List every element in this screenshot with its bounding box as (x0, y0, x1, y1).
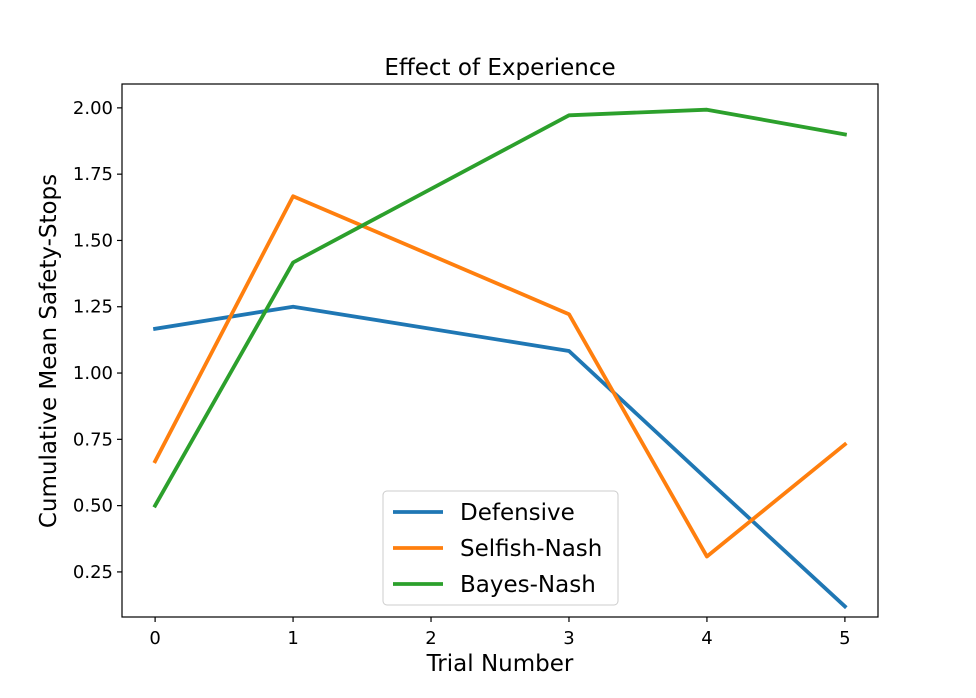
series-line-selfish-nash (152, 194, 848, 559)
y-tick-label: 1.00 (73, 363, 113, 384)
y-tick-label: 2.00 (73, 98, 113, 119)
x-axis-label: Trial Number (426, 651, 574, 677)
series-line-bayes-nash (152, 107, 848, 509)
plot-area-frame (121, 83, 879, 618)
y-tick-label: 0.50 (73, 496, 113, 517)
x-axis-ticks: 0 1 2 3 4 5 (149, 617, 851, 649)
x-tick-label: 0 (149, 628, 160, 649)
legend-label: Bayes-Nash (460, 572, 596, 598)
y-tick-label: 0.25 (73, 562, 113, 583)
y-axis-ticks: 0.25 0.50 0.75 1.00 1.25 1.50 1.75 2.00 (73, 98, 122, 583)
y-tick-label: 1.50 (73, 230, 113, 251)
legend-box (382, 490, 619, 606)
y-tick-label: 0.75 (73, 429, 113, 450)
x-tick-label: 3 (563, 628, 574, 649)
series-lines (152, 107, 848, 610)
y-tick-label: 1.25 (73, 297, 113, 318)
x-tick-label: 2 (425, 628, 436, 649)
y-tick-label: 1.75 (73, 164, 113, 185)
legend-label: Defensive (460, 500, 575, 526)
legend: Defensive Selfish-Nash Bayes-Nash (382, 490, 619, 606)
y-axis-label: Cumulative Mean Safety-Stops (36, 174, 62, 528)
x-tick-label: 5 (839, 628, 850, 649)
x-tick-label: 4 (701, 628, 712, 649)
chart-title: Effect of Experience (384, 55, 615, 81)
x-tick-label: 1 (287, 628, 298, 649)
legend-label: Selfish-Nash (460, 536, 602, 562)
